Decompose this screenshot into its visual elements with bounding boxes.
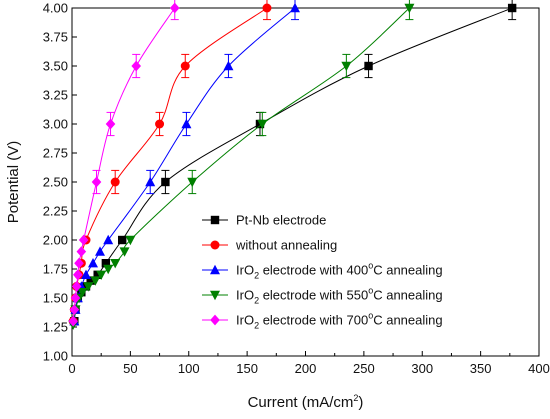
legend-item-4: IrO2 electrode with 550oC annealing — [202, 286, 443, 306]
data-point — [125, 235, 136, 246]
x-tick-label: 300 — [411, 361, 433, 376]
x-tick-label: 200 — [295, 361, 317, 376]
y-tick-label: 1.50 — [43, 291, 68, 306]
data-point — [86, 276, 95, 285]
data-point — [110, 259, 121, 269]
legend-item-1: Pt-Nb electrode — [202, 213, 326, 228]
data-point — [70, 292, 81, 304]
legend-label: IrO2 electrode with 550oC annealing — [236, 286, 443, 306]
data-point — [95, 246, 106, 256]
data-point — [78, 234, 89, 246]
data-point — [262, 3, 272, 13]
y-tick-label: 2.75 — [43, 146, 68, 161]
legend-marker — [210, 314, 220, 326]
series-layer — [68, 0, 517, 330]
data-point — [119, 247, 130, 257]
data-point — [76, 246, 87, 257]
y-tick-label: 2.00 — [43, 233, 68, 248]
data-point — [169, 2, 180, 14]
axis-ticks: 0 50 100 150 200 250 300 350 400 1.00 1.25 1.50 1.75… — [43, 1, 550, 377]
data-point — [105, 118, 116, 130]
data-point — [257, 119, 268, 130]
data-point — [110, 177, 120, 187]
data-point — [73, 269, 83, 281]
data-point — [90, 276, 101, 286]
y-tick-label: 1.75 — [43, 262, 68, 277]
data-point — [81, 269, 92, 279]
y-tick-label: 3.50 — [43, 59, 68, 74]
data-point — [364, 61, 373, 71]
x-tick-label: 0 — [68, 361, 75, 376]
y-tick-label: 3.75 — [43, 30, 68, 45]
data-point — [223, 60, 234, 71]
data-point — [180, 61, 190, 71]
data-point — [103, 234, 114, 245]
y-axis-title: Potential (V) — [5, 141, 22, 224]
legend-label: IrO2 electrode with 700oC annealing — [236, 311, 443, 331]
data-point — [161, 177, 170, 187]
plot-area — [71, 7, 540, 357]
legend-item-5: IrO2 electrode with 700oC annealing — [202, 311, 443, 331]
series-5 — [68, 0, 180, 327]
y-tick-label: 1.00 — [43, 349, 68, 364]
data-point — [404, 3, 415, 14]
y-tick-label: 4.00 — [43, 1, 68, 16]
legend-marker — [210, 240, 220, 250]
data-point — [289, 2, 300, 13]
x-axis-title: Current (mA/cm2) — [248, 393, 364, 411]
x-tick-label: 350 — [470, 361, 492, 376]
y-tick-label: 3.25 — [43, 88, 68, 103]
legend-item-3: IrO2 electrode with 400oC annealing — [202, 261, 443, 281]
legend: Pt-Nb electrode without annealing IrO2 ele… — [202, 213, 443, 331]
data-point — [181, 118, 192, 129]
data-point — [91, 176, 102, 188]
x-tick-label: 400 — [528, 361, 550, 376]
data-point — [507, 3, 517, 13]
data-point — [69, 304, 80, 315]
data-point — [118, 235, 127, 245]
data-point — [101, 259, 111, 268]
data-point — [131, 60, 142, 72]
data-point — [74, 257, 84, 269]
y-tick-label: 2.25 — [43, 204, 68, 219]
legend-marker — [210, 215, 220, 225]
legend-label: without annealing — [235, 238, 337, 253]
data-point — [71, 281, 82, 292]
data-point — [68, 315, 78, 327]
legend-item-2: without annealing — [202, 238, 337, 253]
data-point — [155, 119, 165, 129]
data-point — [93, 270, 102, 279]
legend-marker — [210, 290, 220, 301]
data-point — [88, 258, 99, 268]
y-tick-label: 2.50 — [43, 175, 68, 190]
x-tick-label: 100 — [178, 361, 200, 376]
x-tick-label: 150 — [236, 361, 258, 376]
y-tick-label: 3.00 — [43, 117, 68, 132]
legend-label: Pt-Nb electrode — [236, 213, 326, 228]
x-tick-label: 250 — [353, 361, 375, 376]
legend-marker — [210, 264, 220, 275]
data-point — [83, 282, 94, 292]
x-tick-label: 50 — [123, 361, 137, 376]
data-point — [341, 61, 352, 72]
data-point — [77, 288, 88, 298]
data-point — [145, 176, 156, 187]
y-tick-label: 1.25 — [43, 320, 68, 335]
data-point — [187, 177, 198, 188]
data-point — [96, 270, 107, 280]
legend-label: IrO2 electrode with 400oC annealing — [236, 261, 443, 281]
data-point — [103, 264, 114, 275]
